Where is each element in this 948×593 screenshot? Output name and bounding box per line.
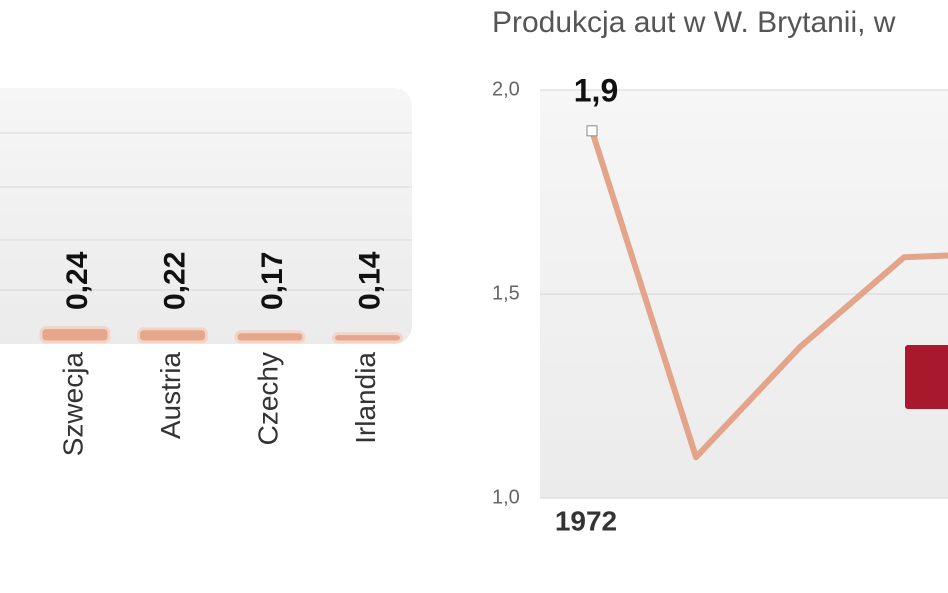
bar	[332, 332, 403, 344]
x-tick-label: Irlandia	[350, 352, 381, 444]
value-label: 0,17	[256, 252, 289, 310]
bar	[234, 330, 306, 344]
x-tick-label: Szwecja	[57, 352, 88, 457]
left-panel	[0, 88, 412, 344]
line-chart: 2,0 1,5 1,0 1,9 1972	[492, 72, 948, 536]
line	[589, 129, 948, 461]
y-tick-label: 2,0	[492, 78, 520, 100]
value-label: 0,22	[158, 252, 191, 310]
y-tick-label: 1,5	[492, 282, 520, 304]
value-label: 0,24	[61, 251, 94, 310]
point-marker	[586, 125, 598, 137]
x-tick-label: Czechy	[252, 352, 283, 445]
x-tick-label: Austria	[155, 352, 186, 440]
y-tick-label: 1,0	[492, 486, 520, 508]
bar-chart: 0,24 Szwecja 0,22 Austria 0,17 Czechy 0,14 Irla…	[39, 251, 403, 457]
value-label: 0,14	[353, 251, 386, 310]
annotation-box	[905, 345, 948, 409]
x-tick-label: 1972	[555, 505, 617, 536]
bar	[39, 326, 111, 344]
chart-title: Produkcja aut w W. Brytanii, w	[492, 6, 896, 39]
bar	[137, 327, 208, 344]
value-label: 1,9	[574, 72, 618, 108]
